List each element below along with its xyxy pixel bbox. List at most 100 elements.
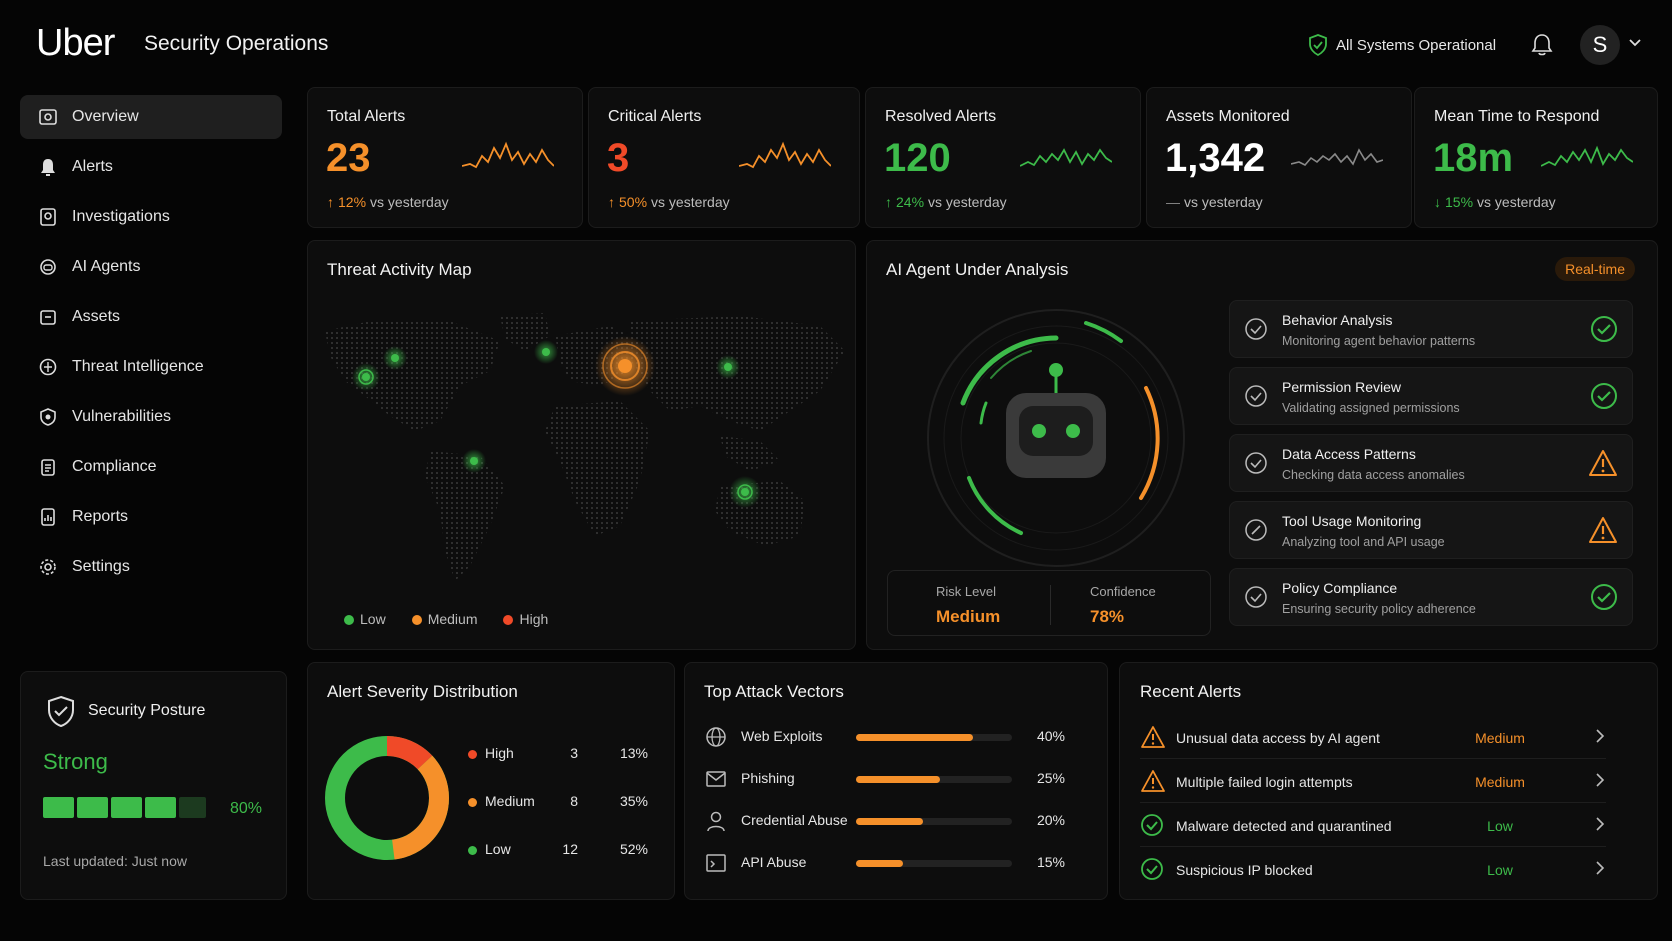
check-behavior-analysis[interactable]: Behavior Analysis Monitoring agent behav… <box>1229 300 1633 358</box>
chevron-right-icon[interactable] <box>1594 772 1606 788</box>
system-status[interactable]: All Systems Operational <box>1308 34 1496 56</box>
legend-item-medium: Medium <box>411 611 478 627</box>
chevron-right-icon[interactable] <box>1594 860 1606 876</box>
sidebar-item-threat-intelligence[interactable]: Threat Intelligence <box>20 345 282 389</box>
sidebar-item-label: Threat Intelligence <box>72 358 204 375</box>
world-map[interactable] <box>320 311 850 591</box>
ai-agent-card: AI Agent Under Analysis Real-time Risk L… <box>866 240 1658 650</box>
check-circle-icon <box>1591 316 1617 342</box>
attack-vector-row[interactable]: Web Exploits 40% <box>705 725 1065 749</box>
terminal-icon <box>706 854 726 872</box>
stat-card-resolved-alerts[interactable]: Resolved Alerts 120 ↑ 24% vs yesterday <box>865 87 1141 228</box>
confidence-value: 78% <box>1090 607 1125 626</box>
stat-title: Assets Monitored <box>1166 108 1290 125</box>
globe-shield-icon <box>39 358 57 376</box>
attack-vectors-card: Top Attack Vectors Web Exploits 40% Phis… <box>684 662 1108 900</box>
sidebar-item-alerts[interactable]: Alerts <box>20 145 282 189</box>
sidebar-item-investigations[interactable]: Investigations <box>20 195 282 239</box>
check-policy-compliance[interactable]: Policy Compliance Ensuring security poli… <box>1229 568 1633 626</box>
sidebar-item-label: Reports <box>72 508 129 525</box>
stat-delta: ↑ 24% vs yesterday <box>885 194 1007 210</box>
check-title: Data Access Patterns <box>1282 446 1416 462</box>
system-status-label: All Systems Operational <box>1336 36 1497 54</box>
legend-item-low: Low <box>344 611 386 627</box>
sidebar-item-reports[interactable]: Reports <box>20 495 282 539</box>
stat-delta: ↑ 12% vs yesterday <box>327 194 449 210</box>
chevron-right-icon[interactable] <box>1594 816 1606 832</box>
stat-delta: ↓ 15% vs yesterday <box>1434 194 1556 210</box>
warning-icon <box>1589 450 1617 476</box>
tool-icon <box>1245 519 1267 541</box>
warning-icon <box>1141 726 1165 748</box>
chevron-right-icon[interactable] <box>1594 728 1606 744</box>
map-legend: Low Medium High <box>344 611 548 627</box>
chevron-down-icon[interactable] <box>1628 36 1642 50</box>
delta-value: 24% <box>896 194 925 210</box>
delta-arrow: ↑ <box>608 194 615 210</box>
stat-card-mean-time-to-respond[interactable]: Mean Time to Respond 18m ↓ 15% vs yesterda… <box>1414 87 1658 228</box>
alert-label: Malware detected and quarantined <box>1176 818 1392 834</box>
robot-radar <box>927 309 1185 567</box>
attack-vector-row[interactable]: Credential Abuse 20% <box>705 809 1065 833</box>
threat-map-title: Threat Activity Map <box>327 260 472 279</box>
shield-check-icon <box>1245 452 1267 474</box>
uber-logo: Uber <box>36 22 115 64</box>
delta-arrow: ↓ <box>1434 194 1441 210</box>
attack-vector-bar <box>856 818 1012 825</box>
stat-title: Total Alerts <box>327 108 406 125</box>
sparkline <box>462 141 554 169</box>
stat-value: 18m <box>1433 136 1514 180</box>
posture-status: Strong <box>43 749 108 774</box>
alert-row[interactable]: Suspicious IP blocked Low <box>1140 849 1606 891</box>
check-circle-icon <box>1591 383 1617 409</box>
severity-row-medium: Medium 8 35% <box>468 793 648 813</box>
stat-title: Critical Alerts <box>608 108 702 125</box>
check-subtitle: Analyzing tool and API usage <box>1282 535 1445 549</box>
attack-vector-row[interactable]: API Abuse 15% <box>705 851 1065 875</box>
posture-percent: 80% <box>230 800 263 817</box>
delta-arrow: ↑ <box>327 194 334 210</box>
attack-vector-label: API Abuse <box>741 854 807 870</box>
sidebar-item-vulnerabilities[interactable]: Vulnerabilities <box>20 395 282 439</box>
shield-check-icon <box>1245 318 1267 340</box>
attack-vector-bar <box>856 734 1012 741</box>
sidebar-item-settings[interactable]: Settings <box>20 545 282 589</box>
realtime-badge: Real-time <box>1555 257 1635 281</box>
delta-value: 15% <box>1445 194 1474 210</box>
stat-card-total-alerts[interactable]: Total Alerts 23 ↑ 12% vs yesterday <box>307 87 583 228</box>
check-title: Tool Usage Monitoring <box>1282 513 1422 529</box>
divider <box>1050 585 1051 625</box>
stat-value: 3 <box>607 136 630 180</box>
gear-icon <box>40 559 56 575</box>
severity-percent: 52% <box>619 841 648 857</box>
sidebar-item-assets[interactable]: Assets <box>20 295 282 339</box>
alert-row[interactable]: Multiple failed login attempts Medium <box>1140 761 1606 803</box>
check-tool-usage-monitoring[interactable]: Tool Usage Monitoring Analyzing tool and… <box>1229 501 1633 559</box>
sidebar-item-compliance[interactable]: Compliance <box>20 445 282 489</box>
attack-vector-row[interactable]: Phishing 25% <box>705 767 1065 791</box>
alert-row[interactable]: Unusual data access by AI agent Medium <box>1140 717 1606 759</box>
alert-row[interactable]: Malware detected and quarantined Low <box>1140 805 1606 847</box>
avatar[interactable]: S <box>1580 25 1620 65</box>
bell-icon[interactable] <box>1530 32 1554 58</box>
delta-suffix: vs yesterday <box>1184 194 1263 210</box>
threat-map-card: Threat Activity Map L <box>307 240 856 650</box>
warning-icon <box>1141 770 1165 792</box>
stat-card-critical-alerts[interactable]: Critical Alerts 3 ↑ 50% vs yesterday <box>588 87 860 228</box>
check-data-access-patterns[interactable]: Data Access Patterns Checking data acces… <box>1229 434 1633 492</box>
check-subtitle: Ensuring security policy adherence <box>1282 602 1476 616</box>
shield-check-icon <box>1245 586 1267 608</box>
sidebar-item-label: Investigations <box>72 208 170 225</box>
sidebar-item-overview[interactable]: Overview <box>20 95 282 139</box>
donut-slice-medium <box>325 736 449 860</box>
shield-icon <box>40 408 56 426</box>
severity-donut[interactable] <box>322 733 452 863</box>
check-permission-review[interactable]: Permission Review Validating assigned pe… <box>1229 367 1633 425</box>
sidebar-item-ai-agents[interactable]: AI Agents <box>20 245 282 289</box>
stat-card-assets-monitored[interactable]: Assets Monitored 1,342 — vs yesterday <box>1146 87 1412 228</box>
user-icon <box>707 811 725 832</box>
severity-percent: 35% <box>619 793 648 809</box>
attack-vector-bar-fill <box>856 734 973 741</box>
legend-label: Medium <box>427 611 478 627</box>
check-circle-icon <box>1141 814 1163 836</box>
